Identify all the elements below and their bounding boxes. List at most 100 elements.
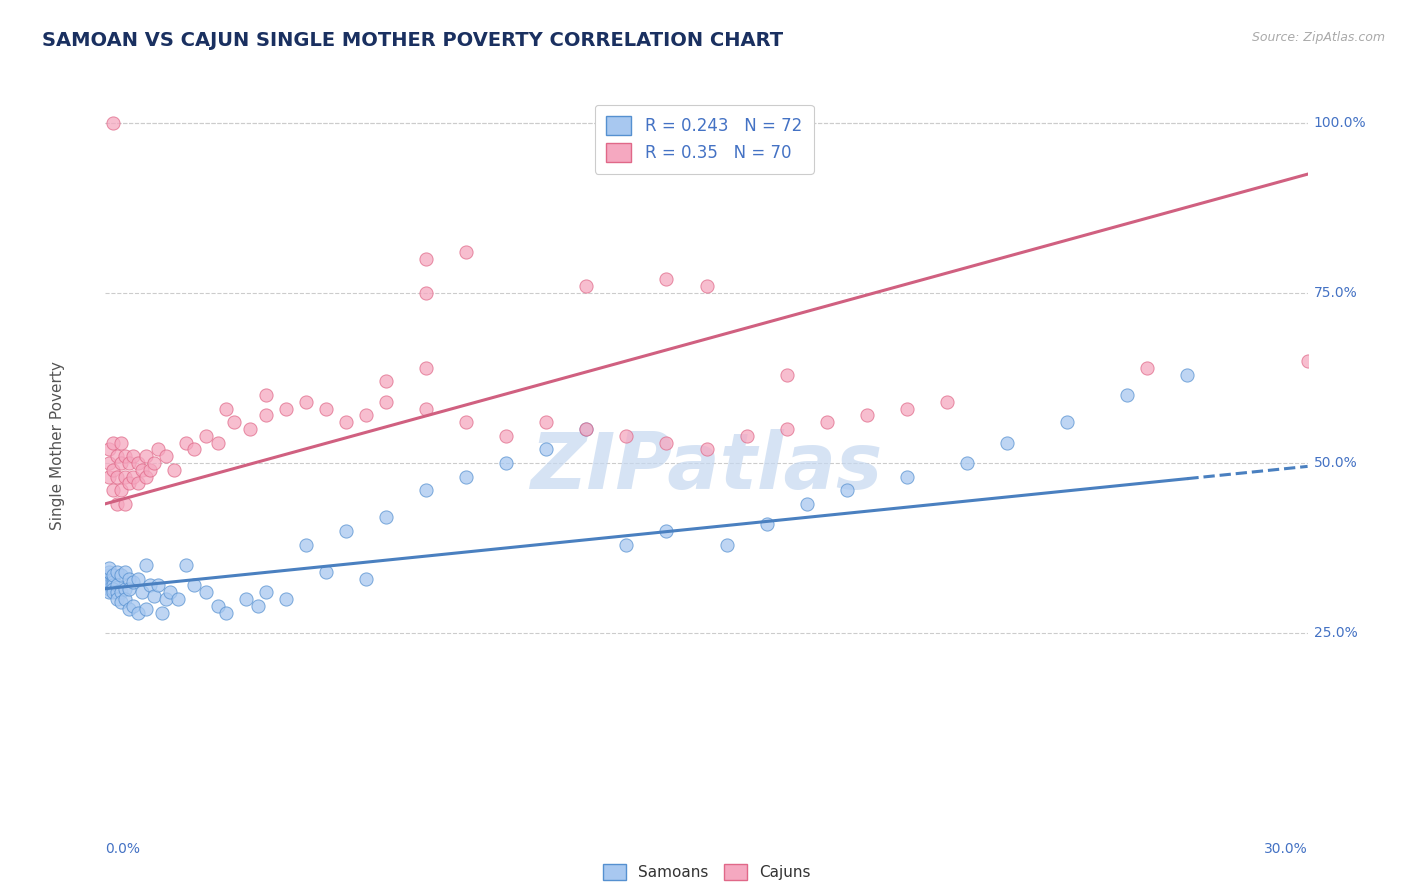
Point [98, 572, 121, 586]
Point [110, 585, 132, 599]
Point [114, 469, 136, 483]
Point [956, 456, 979, 470]
Point [194, 585, 217, 599]
Point [575, 422, 598, 436]
Point [174, 435, 197, 450]
Point [98, 469, 121, 483]
Point [110, 456, 132, 470]
Point [122, 574, 145, 589]
Point [103, 435, 125, 450]
Point [374, 394, 398, 409]
Point [796, 497, 818, 511]
Point [295, 537, 318, 551]
Point [107, 585, 129, 599]
Point [98, 456, 121, 470]
Point [107, 497, 129, 511]
Point [155, 449, 177, 463]
Point [107, 578, 129, 592]
Point [135, 558, 157, 572]
Point [374, 510, 398, 524]
Point [155, 591, 177, 606]
Point [103, 483, 125, 498]
Point [896, 469, 918, 483]
Point [103, 582, 125, 596]
Point [118, 582, 141, 596]
Point [127, 476, 149, 491]
Point [235, 591, 257, 606]
Point [114, 449, 136, 463]
Point [98, 568, 121, 582]
Point [114, 582, 136, 596]
Point [142, 589, 165, 603]
Point [454, 415, 477, 429]
Text: 0.0%: 0.0% [105, 842, 141, 856]
Point [138, 578, 160, 592]
Point [776, 422, 799, 436]
Point [114, 497, 136, 511]
Point [295, 394, 318, 409]
Point [239, 422, 262, 436]
Text: 100.0%: 100.0% [1313, 116, 1367, 130]
Text: SAMOAN VS CAJUN SINGLE MOTHER POVERTY CORRELATION CHART: SAMOAN VS CAJUN SINGLE MOTHER POVERTY CO… [42, 31, 783, 50]
Point [103, 585, 125, 599]
Point [415, 483, 437, 498]
Point [107, 565, 129, 579]
Point [575, 279, 598, 293]
Point [135, 469, 157, 483]
Text: 30.0%: 30.0% [1264, 842, 1308, 856]
Point [696, 279, 718, 293]
Point [166, 591, 188, 606]
Point [103, 578, 125, 592]
Point [118, 572, 141, 586]
Point [454, 245, 477, 260]
Point [534, 415, 557, 429]
Point [98, 574, 121, 589]
Point [159, 585, 181, 599]
Point [98, 561, 121, 575]
Point [246, 599, 269, 613]
Point [103, 572, 125, 586]
Point [118, 602, 141, 616]
Point [495, 429, 517, 443]
Point [207, 599, 229, 613]
Point [131, 585, 153, 599]
Point [495, 456, 517, 470]
Point [98, 442, 121, 457]
Point [103, 463, 125, 477]
Point [415, 252, 437, 266]
Point [655, 435, 678, 450]
Point [110, 568, 132, 582]
Point [194, 429, 217, 443]
Point [110, 435, 132, 450]
Point [135, 602, 157, 616]
Point [114, 591, 136, 606]
Point [107, 449, 129, 463]
Point [696, 442, 718, 457]
Point [415, 401, 437, 416]
Point [896, 401, 918, 416]
Point [222, 415, 245, 429]
Point [1056, 415, 1078, 429]
Point [207, 435, 229, 450]
Point [98, 585, 121, 599]
Point [354, 409, 377, 423]
Text: Single Mother Poverty: Single Mother Poverty [49, 361, 65, 531]
Point [454, 469, 477, 483]
Point [103, 116, 125, 130]
Point [616, 537, 638, 551]
Point [107, 469, 129, 483]
Legend: Samoans, Cajuns: Samoans, Cajuns [595, 856, 818, 888]
Point [936, 394, 959, 409]
Point [335, 524, 357, 538]
Point [127, 572, 149, 586]
Point [315, 401, 337, 416]
Point [1177, 368, 1199, 382]
Point [335, 415, 357, 429]
Point [135, 449, 157, 463]
Point [274, 591, 297, 606]
Point [254, 388, 277, 402]
Point [214, 401, 236, 416]
Point [575, 422, 598, 436]
Point [755, 517, 778, 532]
Point [118, 476, 141, 491]
